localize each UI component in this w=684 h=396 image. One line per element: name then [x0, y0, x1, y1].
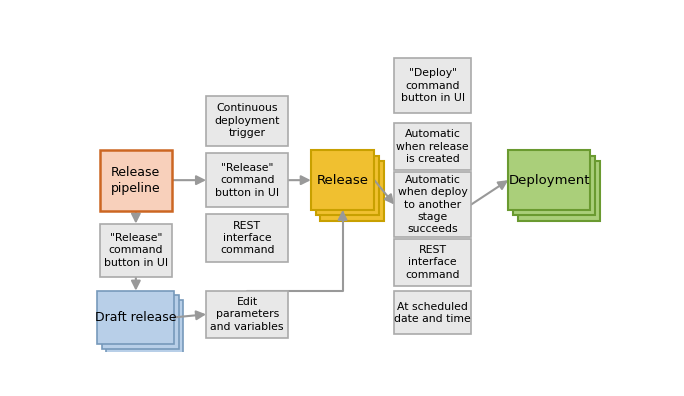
Text: Release: Release [317, 174, 369, 187]
Text: At scheduled
date and time: At scheduled date and time [395, 302, 471, 324]
FancyBboxPatch shape [102, 295, 179, 348]
FancyBboxPatch shape [206, 291, 288, 338]
FancyBboxPatch shape [518, 162, 600, 221]
FancyBboxPatch shape [508, 150, 590, 210]
Text: Automatic
when release
is created: Automatic when release is created [397, 129, 469, 164]
FancyBboxPatch shape [100, 224, 172, 277]
FancyBboxPatch shape [394, 58, 471, 113]
FancyBboxPatch shape [206, 95, 288, 146]
FancyBboxPatch shape [394, 239, 471, 286]
Text: "Release"
command
button in UI: "Release" command button in UI [104, 233, 168, 268]
Text: "Deploy"
command
button in UI: "Deploy" command button in UI [401, 68, 465, 103]
Text: REST
interface
command: REST interface command [220, 221, 274, 255]
FancyBboxPatch shape [206, 215, 288, 262]
FancyBboxPatch shape [394, 291, 471, 334]
Text: "Release"
command
button in UI: "Release" command button in UI [215, 163, 279, 198]
Text: REST
interface
command: REST interface command [406, 245, 460, 280]
FancyBboxPatch shape [394, 123, 471, 170]
Text: Continuous
deployment
trigger: Continuous deployment trigger [215, 103, 280, 138]
FancyBboxPatch shape [100, 150, 172, 211]
FancyBboxPatch shape [206, 154, 288, 207]
Text: Edit
parameters
and variables: Edit parameters and variables [211, 297, 284, 332]
FancyBboxPatch shape [97, 291, 174, 344]
FancyBboxPatch shape [320, 162, 384, 221]
Text: Draft release: Draft release [95, 311, 176, 324]
Text: Release
pipeline: Release pipeline [111, 166, 161, 195]
FancyBboxPatch shape [315, 156, 379, 215]
Text: Automatic
when deploy
to another
stage
succeeds: Automatic when deploy to another stage s… [398, 175, 468, 234]
FancyBboxPatch shape [311, 150, 374, 210]
Text: Deployment: Deployment [509, 174, 590, 187]
FancyBboxPatch shape [513, 156, 595, 215]
FancyBboxPatch shape [394, 172, 471, 237]
FancyBboxPatch shape [106, 300, 183, 353]
